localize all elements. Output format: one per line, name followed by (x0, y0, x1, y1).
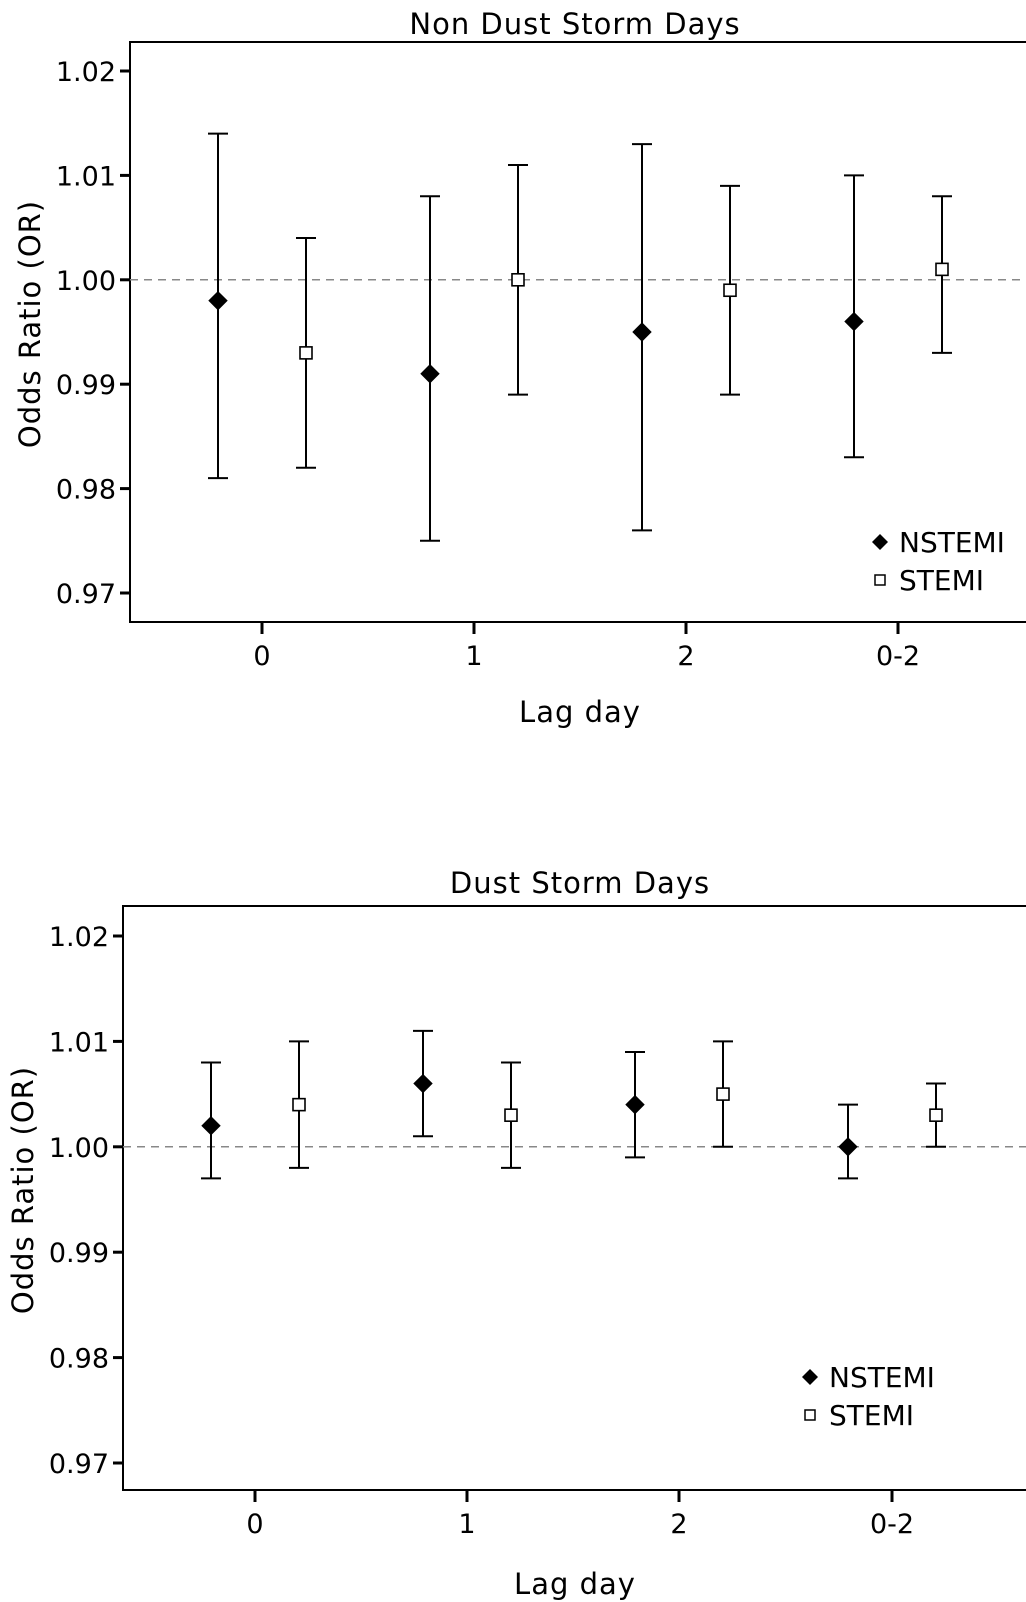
point-stemi (292, 1097, 306, 1112)
x-tick-label: 1 (465, 641, 482, 672)
x-tick-label: 0-2 (870, 1509, 914, 1540)
legend-marker-nstemi (802, 1369, 818, 1385)
x-tick-label: 2 (670, 1509, 687, 1540)
legend-label: NSTEMI (829, 1361, 935, 1394)
y-tick-label: 0.97 (49, 1449, 109, 1480)
y-tick-label: 1.00 (49, 1133, 109, 1164)
x-axis-label: Lag day (514, 1567, 636, 1601)
point-stemi (716, 1087, 730, 1101)
point-stemi (723, 283, 737, 298)
x-tick-label: 2 (677, 641, 694, 672)
legend-marker-stemi (874, 574, 886, 586)
point-nstemi (844, 311, 864, 332)
point-nstemi (208, 290, 228, 311)
y-tick-label: 0.98 (56, 475, 116, 506)
y-tick-label: 0.99 (49, 1238, 109, 1269)
point-nstemi (632, 322, 652, 342)
point-stemi (511, 272, 525, 287)
point-nstemi (413, 1073, 433, 1094)
x-tick-label: 1 (458, 1509, 475, 1540)
plot-frame (122, 905, 1026, 1491)
legend-label: STEMI (829, 1399, 914, 1432)
chart-title: Dust Storm Days (450, 866, 710, 900)
y-tick-label: 1.02 (49, 922, 109, 953)
y-tick-label: 0.99 (56, 370, 116, 401)
point-stemi (504, 1108, 518, 1122)
plot-frame (129, 41, 1026, 623)
point-nstemi (420, 364, 440, 384)
x-tick-label: 0 (253, 641, 270, 672)
y-tick-label: 1.01 (49, 1027, 109, 1058)
legend-label: STEMI (899, 564, 984, 597)
chart-title: Non Dust Storm Days (409, 7, 740, 41)
chart-panel-non-dust-storm: Non Dust Storm Days Odds Ratio (OR) Lag … (13, 7, 1026, 729)
point-nstemi (838, 1137, 858, 1157)
y-tick-label: 1.00 (56, 266, 116, 297)
y-tick-label: 1.02 (56, 57, 116, 88)
legend-marker-nstemi (872, 534, 888, 550)
x-tick-label: 0 (246, 1509, 263, 1540)
point-nstemi (201, 1116, 221, 1136)
x-axis-label: Lag day (519, 695, 641, 729)
y-axis-label: Odds Ratio (OR) (13, 200, 47, 448)
x-tick-label: 0-2 (876, 641, 920, 672)
legend-label: NSTEMI (899, 526, 1005, 559)
point-stemi (935, 262, 949, 277)
y-tick-label: 1.01 (56, 161, 116, 192)
legend-marker-stemi (804, 1409, 816, 1421)
point-nstemi (625, 1094, 645, 1115)
y-tick-label: 0.98 (49, 1344, 109, 1375)
point-stemi (299, 346, 313, 360)
chart-panel-dust-storm: Dust Storm Days Odds Ratio (OR) Lag day … (6, 866, 1026, 1601)
y-tick-label: 0.97 (56, 579, 116, 610)
point-stemi (929, 1108, 943, 1122)
y-axis-label: Odds Ratio (OR) (6, 1066, 40, 1314)
